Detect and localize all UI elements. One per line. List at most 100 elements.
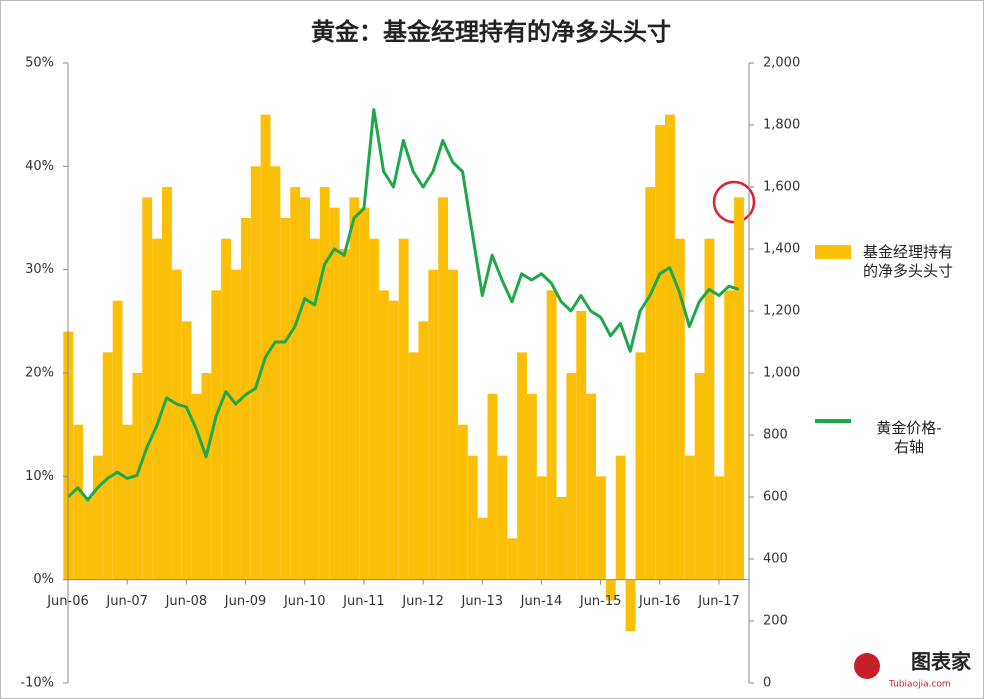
x-tick-label: Jun-11 [342,594,385,609]
bar [428,269,439,580]
watermark-logo [854,653,880,679]
bar [388,300,399,580]
bar [566,373,577,580]
bar [556,497,567,580]
bar [152,238,163,580]
y2-tick-label: 400 [763,552,788,567]
bar [181,321,192,580]
bar [231,269,241,580]
y-tick-label: 50% [25,56,54,71]
bar [596,476,606,580]
y2-tick-label: 800 [763,428,788,443]
bar [526,393,537,580]
y-tick-label: 0% [33,572,54,587]
bar [734,197,744,580]
bar [73,424,84,580]
bar [191,393,202,580]
bar [171,269,182,580]
bar [201,373,212,580]
bar [674,238,685,580]
legend-label: 黄金价格-右轴 [876,419,942,456]
bar [694,373,705,580]
x-tick-label: Jun-16 [638,594,681,609]
x-tick-label: Jun-17 [697,594,740,609]
bar [448,269,458,580]
bar [724,290,735,580]
bar [457,424,468,580]
x-tick-label: Jun-12 [401,594,444,609]
line [66,108,740,502]
y2-tick-label: 1,400 [763,242,800,257]
bar [684,455,695,580]
x-tick-label: Jun-09 [224,594,267,609]
bar [398,238,409,580]
y2-tick-label: 1,200 [763,304,800,319]
bar [418,321,429,580]
bar [309,238,320,580]
bar [467,455,478,580]
bar [497,455,508,580]
bar [319,187,330,580]
bar [536,476,547,580]
bar [714,476,725,580]
bar [438,197,449,580]
x-tick-label: Jun-07 [105,594,148,609]
y2-tick-label: 1,000 [763,366,800,381]
x-tick-label: Jun-13 [460,594,503,609]
bar [162,187,172,580]
y2-tick-label: 600 [763,490,788,505]
y-tick-label: 20% [25,366,54,381]
bar [260,114,271,580]
bar [300,197,310,580]
watermark: 图表家 [911,650,972,674]
bar [665,114,675,580]
y2-tick-label: 0 [763,676,771,691]
bar [487,393,498,580]
bar [280,218,291,580]
bar [250,166,261,580]
bar [379,290,389,580]
bar [240,218,251,580]
y2-tick-label: 1,800 [763,118,800,133]
bar [546,290,557,580]
bar [635,352,646,580]
bar [270,166,281,580]
bar [83,497,93,580]
bar [349,197,360,580]
highlight-circle [712,180,756,224]
bar [704,238,715,580]
legend-swatch-bar [815,245,851,259]
x-tick-label: Jun-15 [579,594,622,609]
y-tick-label: 30% [25,262,54,277]
bar [369,238,380,580]
bar [625,579,636,632]
x-tick-label: Jun-06 [46,594,89,609]
bar [605,579,616,601]
y-tick-label: 40% [25,159,54,174]
bar [290,187,301,580]
bar [586,393,597,580]
bar [122,424,133,580]
bar [339,249,350,580]
bar [92,455,103,580]
x-tick-label: Jun-14 [520,594,563,609]
bar [329,207,340,580]
bar [142,197,153,580]
x-tick-label: Jun-10 [283,594,326,609]
legend-label: 基金经理持有的净多头头寸 [863,243,954,280]
bar [477,517,488,580]
bar [576,311,587,580]
bar [112,300,123,580]
bar [359,207,370,580]
y-tick-label: -10% [20,676,54,691]
y-tick-label: 10% [25,469,54,484]
bar [507,538,518,580]
bar [517,352,527,580]
bar [645,187,656,580]
y2-tick-label: 2,000 [763,56,800,71]
y2-tick-label: 200 [763,614,788,629]
watermark-url: Tubiaojia.com [888,680,951,690]
bar [615,455,626,580]
